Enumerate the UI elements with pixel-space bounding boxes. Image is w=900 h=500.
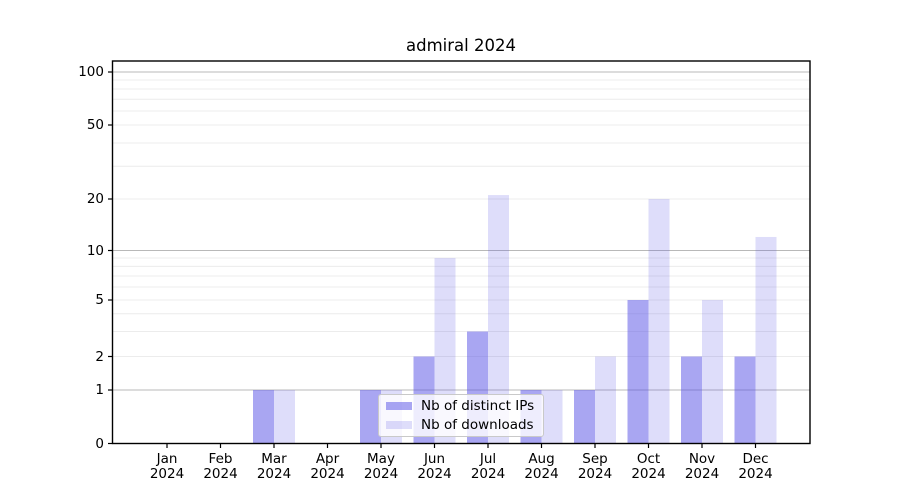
x-tick-label-may: May 2024 xyxy=(349,452,413,482)
y-tick-label-100: 100 xyxy=(78,64,104,80)
x-tick-month: Dec xyxy=(742,451,769,467)
x-tick-month: Feb xyxy=(208,451,233,467)
legend: Nb of distinct IPs Nb of downloads xyxy=(378,394,544,437)
bar-distinct-ips-mar xyxy=(253,390,274,444)
bar-downloads-oct xyxy=(648,199,670,444)
bar-downloads-mar xyxy=(274,390,295,444)
x-tick-year: 2024 xyxy=(524,466,559,482)
x-tick-month: Apr xyxy=(315,451,340,467)
x-tick-label-aug: Aug 2024 xyxy=(510,452,574,482)
bar-distinct-ips-oct xyxy=(627,300,649,444)
x-tick-month: Jun xyxy=(423,451,446,467)
y-tick-label-1: 1 xyxy=(95,382,104,398)
y-tick-label-50: 50 xyxy=(86,117,104,133)
legend-entry-downloads: Nb of downloads xyxy=(386,416,537,433)
plot-border xyxy=(111,60,811,445)
x-tick-year: 2024 xyxy=(738,466,773,482)
y-tick-label-10: 10 xyxy=(86,242,104,259)
bar-downloads-sep xyxy=(595,356,616,444)
bar-distinct-ips-sep xyxy=(574,390,595,444)
x-tick-label-mar: Mar 2024 xyxy=(242,452,306,482)
x-tick-month: Jul xyxy=(479,451,497,467)
x-tick-month: Aug xyxy=(528,451,555,467)
y-tick-label-2: 2 xyxy=(95,348,104,365)
legend-label-distinct-ips: Nb of distinct IPs xyxy=(421,397,535,414)
bar-downloads-aug xyxy=(541,390,563,444)
x-tick-label-jan: Jan 2024 xyxy=(135,452,199,482)
x-tick-label-nov: Nov 2024 xyxy=(670,452,734,482)
y-tick-label-0: 0 xyxy=(95,435,104,452)
x-tick-year: 2024 xyxy=(684,466,720,482)
x-tick-label-oct: Oct 2024 xyxy=(617,452,681,482)
bar-downloads-jul xyxy=(488,195,509,444)
x-tick-month: May xyxy=(367,451,395,467)
legend-label-downloads: Nb of downloads xyxy=(421,416,534,433)
bar-distinct-ips-may xyxy=(360,390,381,444)
legend-swatch-distinct-ips xyxy=(386,402,412,410)
x-tick-year: 2024 xyxy=(470,466,506,482)
legend-swatch-downloads xyxy=(386,421,412,429)
x-tick-label-feb: Feb 2024 xyxy=(189,452,253,482)
x-tick-year: 2024 xyxy=(577,466,613,482)
x-tick-year: 2024 xyxy=(310,466,345,482)
x-tick-label-sep: Sep 2024 xyxy=(563,452,627,482)
x-tick-label-dec: Dec 2024 xyxy=(724,452,788,482)
x-tick-year: 2024 xyxy=(256,466,292,482)
legend-entry-distinct-ips: Nb of distinct IPs xyxy=(386,397,537,414)
x-tick-month: Oct xyxy=(636,451,661,467)
x-tick-month: Jan xyxy=(156,451,178,467)
bar-downloads-dec xyxy=(755,236,777,444)
x-tick-month: Nov xyxy=(688,451,716,467)
x-tick-month: Sep xyxy=(582,451,608,467)
bar-distinct-ips-nov xyxy=(681,356,702,444)
x-tick-year: 2024 xyxy=(631,466,666,482)
y-tick-label-20: 20 xyxy=(86,191,104,207)
bar-distinct-ips-dec xyxy=(734,356,756,444)
x-tick-year: 2024 xyxy=(363,466,399,482)
x-tick-label-apr: Apr 2024 xyxy=(296,452,360,482)
x-tick-month: Mar xyxy=(261,451,287,467)
x-tick-year: 2024 xyxy=(149,466,185,482)
y-tick-label-5: 5 xyxy=(95,292,104,308)
x-tick-label-jun: Jun 2024 xyxy=(403,452,467,482)
x-tick-year: 2024 xyxy=(203,466,238,482)
bar-downloads-nov xyxy=(702,300,723,444)
x-tick-label-jul: Jul 2024 xyxy=(456,452,520,482)
chart-title: admiral 2024 xyxy=(406,36,516,55)
x-tick-year: 2024 xyxy=(417,466,452,482)
